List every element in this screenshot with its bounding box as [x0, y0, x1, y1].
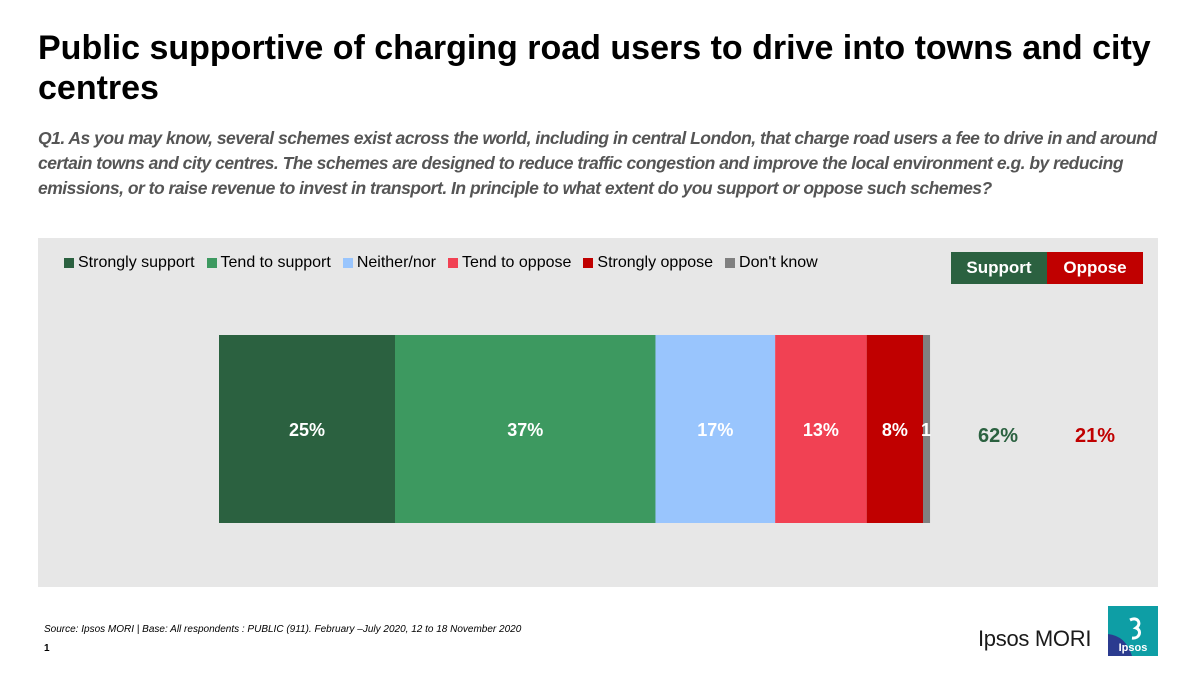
ipsos-logo-icon: Ipsos — [1108, 606, 1158, 656]
bar-segment-tend-to-support — [395, 335, 656, 523]
legend-item: Strongly support — [64, 254, 195, 272]
chart-legend: Strongly support Tend to support Neither/n… — [64, 254, 830, 272]
legend-item: Neither/nor — [342, 254, 436, 272]
oppose-total: 21% — [1074, 425, 1116, 447]
legend-label: Don't know — [739, 254, 818, 271]
oppose-header: Oppose — [1047, 252, 1143, 284]
legend-label: Tend to support — [220, 254, 331, 271]
bar-data-label: 1 — [921, 420, 931, 440]
summary-header: Support Oppose — [951, 252, 1143, 284]
legend-swatch — [342, 258, 353, 268]
bar-segment-strongly-support — [219, 335, 395, 523]
legend-swatch — [206, 258, 217, 268]
page-title: Public supportive of charging road users… — [38, 29, 1151, 107]
bar-data-label: 13% — [803, 420, 839, 440]
bar-segment-tend-to-oppose — [775, 335, 867, 523]
legend-swatch — [64, 258, 74, 268]
bar-segment-don-t-know — [923, 335, 931, 523]
legend-label: Strongly oppose — [597, 254, 714, 271]
chart-area: Strongly support Tend to support Neither/n… — [38, 238, 1158, 587]
page-number: 1 — [44, 643, 50, 654]
bar-data-label: 25% — [289, 420, 325, 440]
support-header: Support — [951, 252, 1047, 284]
brand-name: Ipsos MORI — [978, 626, 1092, 651]
legend-item: Don't know — [725, 254, 818, 272]
legend-swatch — [583, 258, 594, 268]
legend-item: Tend to oppose — [447, 254, 572, 272]
stacked-bar-chart: 25% 37% 17% 13% 8% 1 — [219, 335, 931, 523]
bar-data-label: 17% — [697, 420, 733, 440]
bar-segment-strongly-oppose — [866, 335, 923, 523]
legend-label: Strongly support — [78, 254, 195, 271]
legend-item: Strongly oppose — [583, 254, 713, 272]
bar-data-label: 8% — [882, 420, 908, 440]
legend-swatch — [725, 258, 736, 268]
legend-label: Tend to oppose — [461, 254, 572, 271]
bar-segment-neither-nor — [655, 335, 776, 523]
legend-item: Tend to support — [206, 254, 331, 272]
logo-text: Ipsos — [1119, 642, 1148, 654]
legend-swatch — [447, 258, 458, 268]
support-total: 62% — [977, 425, 1019, 447]
legend-label: Neither/nor — [356, 254, 436, 271]
source-note: Source: Ipsos MORI | Base: All responden… — [44, 624, 522, 635]
question-text: Q1. As you may know, several schemes exi… — [38, 128, 1157, 198]
bar-data-label: 37% — [507, 420, 543, 440]
